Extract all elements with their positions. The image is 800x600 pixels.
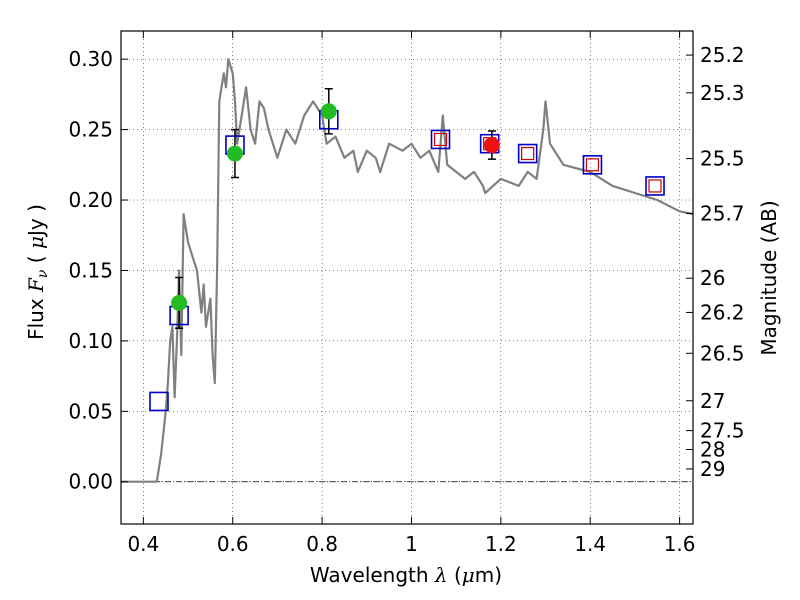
observed-point: [320, 103, 337, 120]
mag-tick-label: 26: [700, 266, 725, 290]
inner-square: [585, 158, 600, 172]
mag-tick-label: 29: [700, 457, 725, 481]
x-tick-label: 1.4: [574, 532, 606, 556]
x-tick-label: 1.2: [485, 532, 517, 556]
mag-tick-label: 25.2: [700, 43, 745, 67]
y-tick-label: 0.15: [68, 258, 113, 282]
model-square: [517, 143, 538, 164]
marker-layer: [149, 88, 665, 412]
observed-point: [483, 137, 500, 154]
y-tick-label: 0.25: [68, 118, 113, 142]
y-tick-label: 0.05: [68, 399, 113, 423]
mag-tick-label: 27.5: [700, 419, 745, 443]
grid: [121, 31, 693, 524]
inner-square: [648, 179, 662, 193]
mag-tick-label: 28: [700, 437, 725, 461]
x-axis-label: Wavelength λ (μm): [310, 563, 502, 587]
mag-tick-label: 26.2: [700, 300, 745, 324]
inner-square: [433, 132, 448, 147]
tick-layer: 0.4 0.6 0.8 1 1.2 1.4 1.6 0.00 0.05 0.10 0.15 0.20 0…: [68, 31, 745, 556]
y-tick-label: 0.00: [68, 470, 113, 494]
y-tick-label: 0.30: [68, 47, 113, 71]
y-tick-label: 0.10: [68, 329, 113, 353]
sed-line: [121, 58, 694, 483]
sed-curve-layer: [121, 58, 694, 483]
y-tick-label: 0.20: [68, 188, 113, 212]
x-tick-label: 0.6: [217, 532, 249, 556]
observed-point: [171, 294, 188, 311]
x-tick-label: 1: [405, 532, 418, 556]
mag-tick-label: 26.5: [700, 341, 745, 365]
x-tick-label: 0.8: [306, 532, 338, 556]
y2-axis-label: Magnitude (AB): [757, 200, 781, 355]
mag-tick-label: 27: [700, 389, 725, 413]
mag-tick-label: 25.3: [700, 81, 745, 105]
model-square: [430, 129, 451, 150]
mag-tick-label: 25.7: [700, 201, 745, 225]
y-axis-label: Flux Fν ( μJy ): [24, 204, 51, 340]
model-square: [582, 155, 603, 175]
model-square: [149, 391, 169, 412]
plot-frame: [120, 30, 694, 525]
model-square: [645, 176, 665, 196]
inner-square: [521, 146, 535, 161]
mag-tick-label: 25.5: [700, 147, 745, 171]
x-tick-label: 0.4: [127, 532, 159, 556]
x-tick-label: 1.6: [664, 532, 696, 556]
observed-point: [226, 145, 243, 162]
